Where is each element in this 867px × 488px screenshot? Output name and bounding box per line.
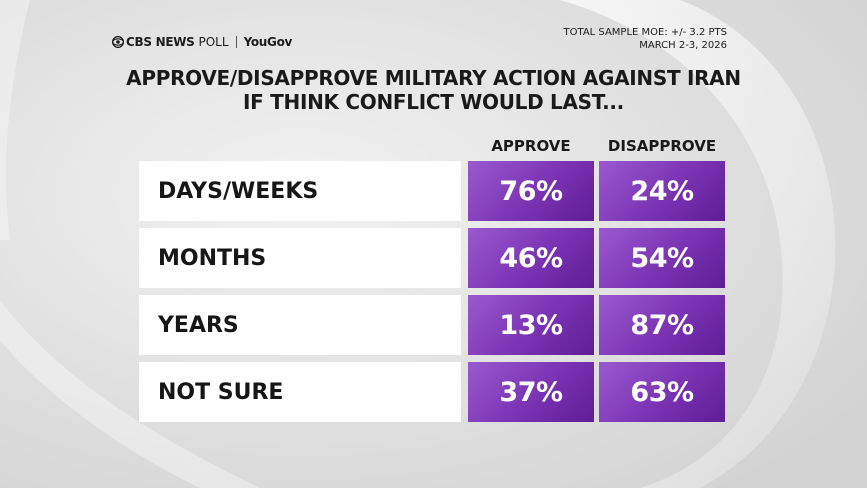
title-line-1: APPROVE/DISAPPROVE MILITARY ACTION AGAIN… <box>126 66 741 90</box>
row-label: DAYS/WEEKS <box>139 161 461 221</box>
partner-name: YouGov <box>243 35 293 49</box>
title-line-2: IF THINK CONFLICT WOULD LAST... <box>243 90 624 114</box>
column-header-approve: APPROVE <box>491 137 571 155</box>
table-row: NOT SURE 37% 63% <box>0 362 867 422</box>
row-label: YEARS <box>139 295 461 355</box>
chart-title: APPROVE/DISAPPROVE MILITARY ACTION AGAIN… <box>0 66 867 114</box>
disapprove-value: 24% <box>599 161 725 221</box>
brand-name: CBS NEWS <box>126 35 195 49</box>
approve-value: 13% <box>468 295 594 355</box>
table-row: MONTHS 46% 54% <box>0 228 867 288</box>
cbs-eye-icon <box>112 36 124 48</box>
moe-text: TOTAL SAMPLE MOE: +/- 3.2 PTS <box>563 27 727 38</box>
approve-value: 46% <box>468 228 594 288</box>
disapprove-value: 87% <box>599 295 725 355</box>
table-row: DAYS/WEEKS 76% 24% <box>0 161 867 221</box>
logo-divider <box>235 36 237 48</box>
poll-meta: TOTAL SAMPLE MOE: +/- 3.2 PTS MARCH 2-3,… <box>564 26 727 52</box>
approve-value: 37% <box>468 362 594 422</box>
brand-suffix: POLL <box>198 35 229 49</box>
disapprove-value: 63% <box>599 362 725 422</box>
column-header-disapprove: DISAPPROVE <box>607 137 717 155</box>
table-row: YEARS 13% 87% <box>0 295 867 355</box>
cbs-news-poll-logo: CBS NEWS POLL YouGov <box>112 34 292 50</box>
approve-value: 76% <box>468 161 594 221</box>
poll-date: MARCH 2-3, 2026 <box>639 40 727 51</box>
disapprove-value: 54% <box>599 228 725 288</box>
row-label: MONTHS <box>139 228 461 288</box>
row-label: NOT SURE <box>139 362 461 422</box>
